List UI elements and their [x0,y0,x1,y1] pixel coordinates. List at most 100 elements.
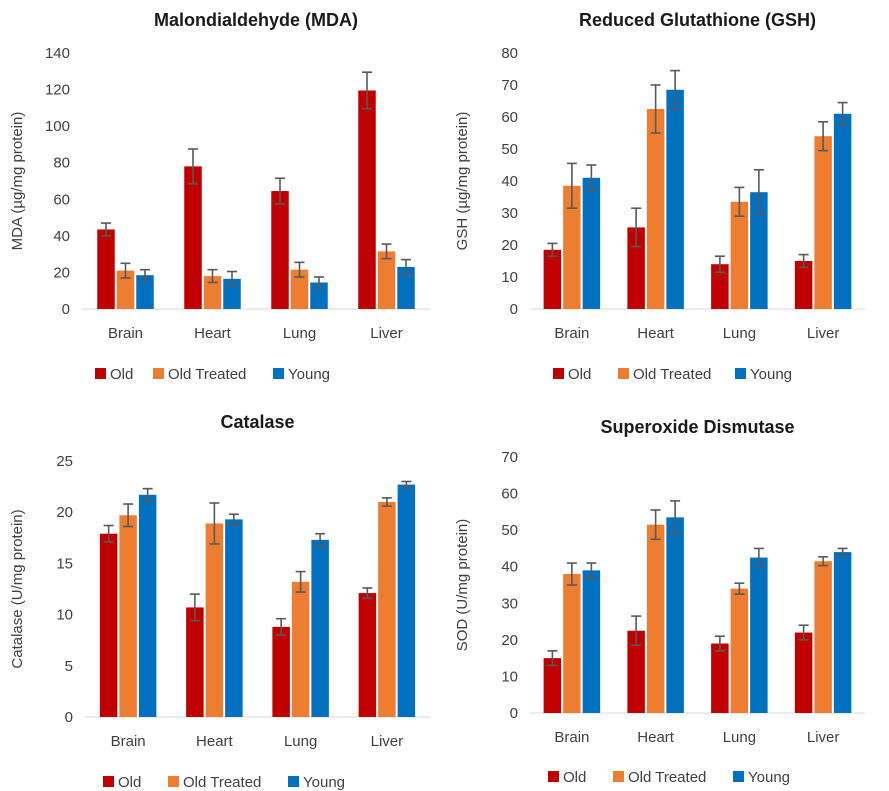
y-tick-label: 15 [56,555,73,572]
y-tick-label: 30 [501,205,518,222]
legend: Old Old Treated Young [553,366,792,383]
y-tick-label: 0 [65,709,73,726]
bar-old-treated-lung [730,201,749,309]
y-tick-label: 20 [56,504,73,521]
chart-catalase: Catalase Catalase (U/mg protein) 0 5 10 15 20 2… [9,412,430,791]
error-bar-young-heart [227,270,237,287]
y-tick-label: 100 [45,118,70,135]
error-bar-old-liver [798,253,809,269]
y-tick-label: 5 [65,658,73,675]
y-tick-label: 80 [53,155,70,172]
error-bar-young-heart [670,500,681,535]
error-bar-old-brain [547,650,558,667]
legend-swatch-old [553,368,564,379]
bar-old-heart [627,227,645,309]
y-tick-label: 20 [501,632,518,649]
legend: Old Old Treated Young [95,366,330,383]
error-bar-old-heart [189,593,200,622]
bar-old-treated-lung [290,269,309,309]
error-bar-old-treated-brain [566,562,577,586]
error-bar-old-heart [631,207,642,248]
x-tick-label: Brain [554,729,589,746]
error-bar-old-treated-liver [381,497,392,507]
x-tick-label: Lung [283,325,316,342]
x-tick-label: Heart [196,733,234,750]
bar-old-brain [543,249,562,309]
error-bar-old-heart [631,615,642,647]
x-tick-label: Heart [194,325,232,342]
y-tick-label: 60 [501,109,518,126]
error-bar-old-treated-lung [734,186,745,217]
bar-young-lung [311,539,329,717]
bar-old-treated-heart [205,523,224,717]
error-bar-old-treated-heart [650,509,661,541]
bar-young-brain [136,275,154,309]
y-axis-title: Catalase (U/mg protein) [9,509,26,668]
error-bar-old-heart [188,148,198,185]
bar-old-treated-brain [563,574,581,713]
chart-panel-sod: Superoxide Dismutase SOD (U/mg protein) 0 1… [445,400,885,791]
x-tick-label: Liver [371,733,404,750]
error-bar-young-brain [586,562,597,579]
x-tick-label: Brain [111,733,146,750]
error-bar-old-treated-liver [818,556,829,567]
legend-label-old-treated: Old Treated [633,366,711,383]
legend-swatch-young [288,776,299,787]
error-bar-young-brain [142,487,153,502]
error-bar-young-liver [401,480,412,489]
legend-label-old-treated: Old Treated [183,774,261,791]
legend-label-young: Young [748,769,790,786]
legend-label-old: Old [563,769,586,786]
error-bar-old-lung [714,635,725,652]
bar-old-treated-brain [116,270,135,309]
error-bar-old-treated-liver [381,243,392,260]
y-tick-label: 30 [501,595,518,612]
bar-old-brain [97,229,115,309]
bar-old-liver [794,632,813,713]
bar-old-treated-liver [814,136,832,309]
chart-title: Malondialdehyde (MDA) [154,10,358,30]
y-tick-label: 140 [45,45,70,62]
bar-young-heart [225,519,243,717]
x-tick-label: Liver [807,729,840,746]
x-tick-label: Liver [370,325,403,342]
error-bar-young-heart [228,513,239,526]
bar-young-liver [397,484,416,717]
bar-old-lung [711,643,729,713]
y-tick-label: 50 [501,141,518,158]
bar-old-treated-heart [203,276,222,309]
y-axis-title: MDA (µg/mg protein) [9,112,26,251]
y-tick-label: 60 [501,486,518,503]
x-tick-label: Heart [637,325,675,342]
bar-old-liver [358,593,377,717]
chart-panel-gsh: Reduced Glutathione (GSH) GSH (µg/mg prot… [445,0,885,395]
y-tick-label: 0 [62,301,70,318]
bar-old-treated-liver [814,561,832,713]
legend-swatch-young [273,368,284,379]
legend: Old Old Treated Young [103,774,345,791]
bar-young-lung [750,557,768,713]
legend-label-old: Old [568,366,591,383]
bar-young-brain [582,177,601,309]
bar-young-lung [310,282,328,309]
legend-swatch-old-treated [168,776,179,787]
bar-young-brain [138,494,157,717]
bar-old-treated-heart [646,524,665,713]
bar-young-liver [833,113,852,309]
error-bar-old-lung [276,617,287,636]
y-tick-label: 60 [53,191,70,208]
bar-old-treated-brain [563,185,581,309]
error-bar-young-liver [837,101,848,126]
bar-young-liver [397,266,415,309]
error-bar-old-treated-heart [650,84,661,134]
bar-young-brain [582,570,601,713]
error-bar-young-brain [140,268,150,282]
bar-young-heart [666,89,684,309]
y-tick-label: 50 [501,522,518,539]
error-bar-young-liver [837,547,848,557]
legend-swatch-young [735,368,746,379]
y-tick-label: 20 [501,237,518,254]
legend-swatch-old-treated [613,771,624,782]
bar-old-treated-liver [377,251,396,309]
